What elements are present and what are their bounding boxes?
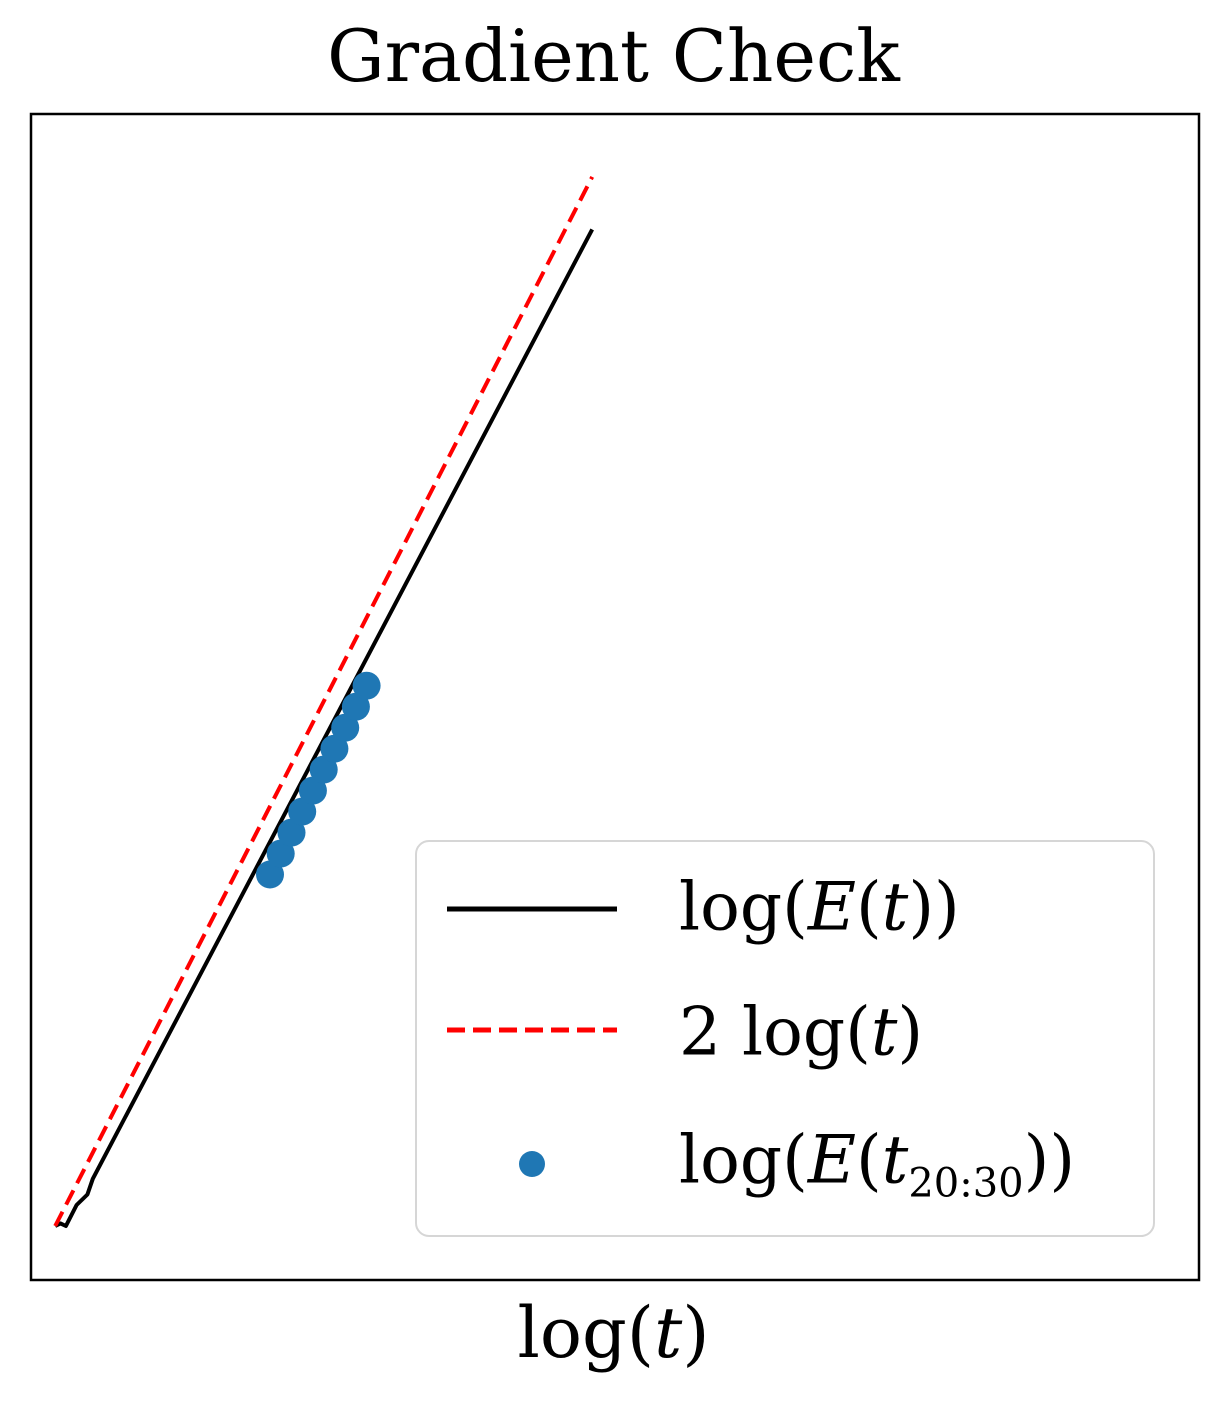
legend-scatter-marker-sample <box>519 1151 545 1177</box>
scatter-point-7 <box>331 713 360 742</box>
scatter-point-6 <box>320 734 349 763</box>
scatter-point-4 <box>298 776 327 805</box>
scatter-point-9 <box>352 671 381 700</box>
scatter-point-1 <box>266 839 295 868</box>
legend-label-log-e: log(E(t)) <box>679 868 960 946</box>
scatter-point-3 <box>288 797 317 826</box>
scatter-point-8 <box>341 692 370 721</box>
scatter-point-0 <box>256 860 284 889</box>
series-line-1 <box>53 175 594 1227</box>
legend-solid-line-sample <box>447 906 617 912</box>
plot-frame <box>29 112 1201 1282</box>
legend-label-2log-t: 2 log(t) <box>679 993 924 1071</box>
scatter-point-2 <box>277 818 306 847</box>
series-line-0 <box>54 228 594 1228</box>
chart-title: Gradient Check <box>327 14 900 98</box>
legend-entry-log-e: log(E(t)) <box>417 847 1153 967</box>
legend-entry-2log-t: 2 log(t) <box>417 972 1153 1092</box>
legend-label-log-e-subset: log(E(t20:30)) <box>679 1121 1076 1207</box>
chart-legend: log(E(t)) 2 log(t) log(E(t20:30)) <box>415 840 1155 1237</box>
scatter-point-5 <box>309 755 338 784</box>
legend-entry-log-e-subset: log(E(t20:30)) <box>417 1104 1153 1224</box>
x-axis-label: log(t) <box>517 1292 710 1374</box>
legend-dashed-line-sample <box>447 1027 617 1033</box>
series-layer <box>53 175 594 1228</box>
